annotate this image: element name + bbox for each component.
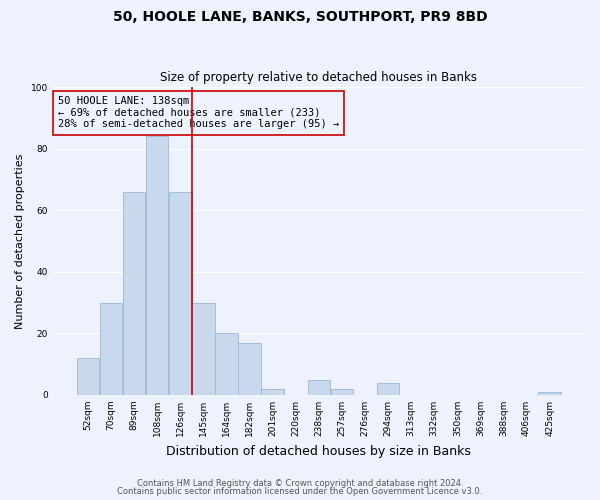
Bar [538,392,561,395]
Bar [331,389,353,395]
Bar [377,382,399,395]
Bar [100,302,122,395]
Text: Contains public sector information licensed under the Open Government Licence v3: Contains public sector information licen… [118,487,482,496]
Bar [146,136,169,395]
Title: Size of property relative to detached houses in Banks: Size of property relative to detached ho… [160,72,478,85]
Y-axis label: Number of detached properties: Number of detached properties [15,154,25,328]
Bar [192,302,215,395]
Text: Contains HM Land Registry data © Crown copyright and database right 2024.: Contains HM Land Registry data © Crown c… [137,478,463,488]
Bar [123,192,145,395]
Text: 50 HOOLE LANE: 138sqm
← 69% of detached houses are smaller (233)
28% of semi-det: 50 HOOLE LANE: 138sqm ← 69% of detached … [58,96,339,130]
Text: 50, HOOLE LANE, BANKS, SOUTHPORT, PR9 8BD: 50, HOOLE LANE, BANKS, SOUTHPORT, PR9 8B… [113,10,487,24]
Bar [308,380,330,395]
Bar [262,389,284,395]
X-axis label: Distribution of detached houses by size in Banks: Distribution of detached houses by size … [166,444,471,458]
Bar [77,358,99,395]
Bar [169,192,191,395]
Bar [215,334,238,395]
Bar [238,342,261,395]
